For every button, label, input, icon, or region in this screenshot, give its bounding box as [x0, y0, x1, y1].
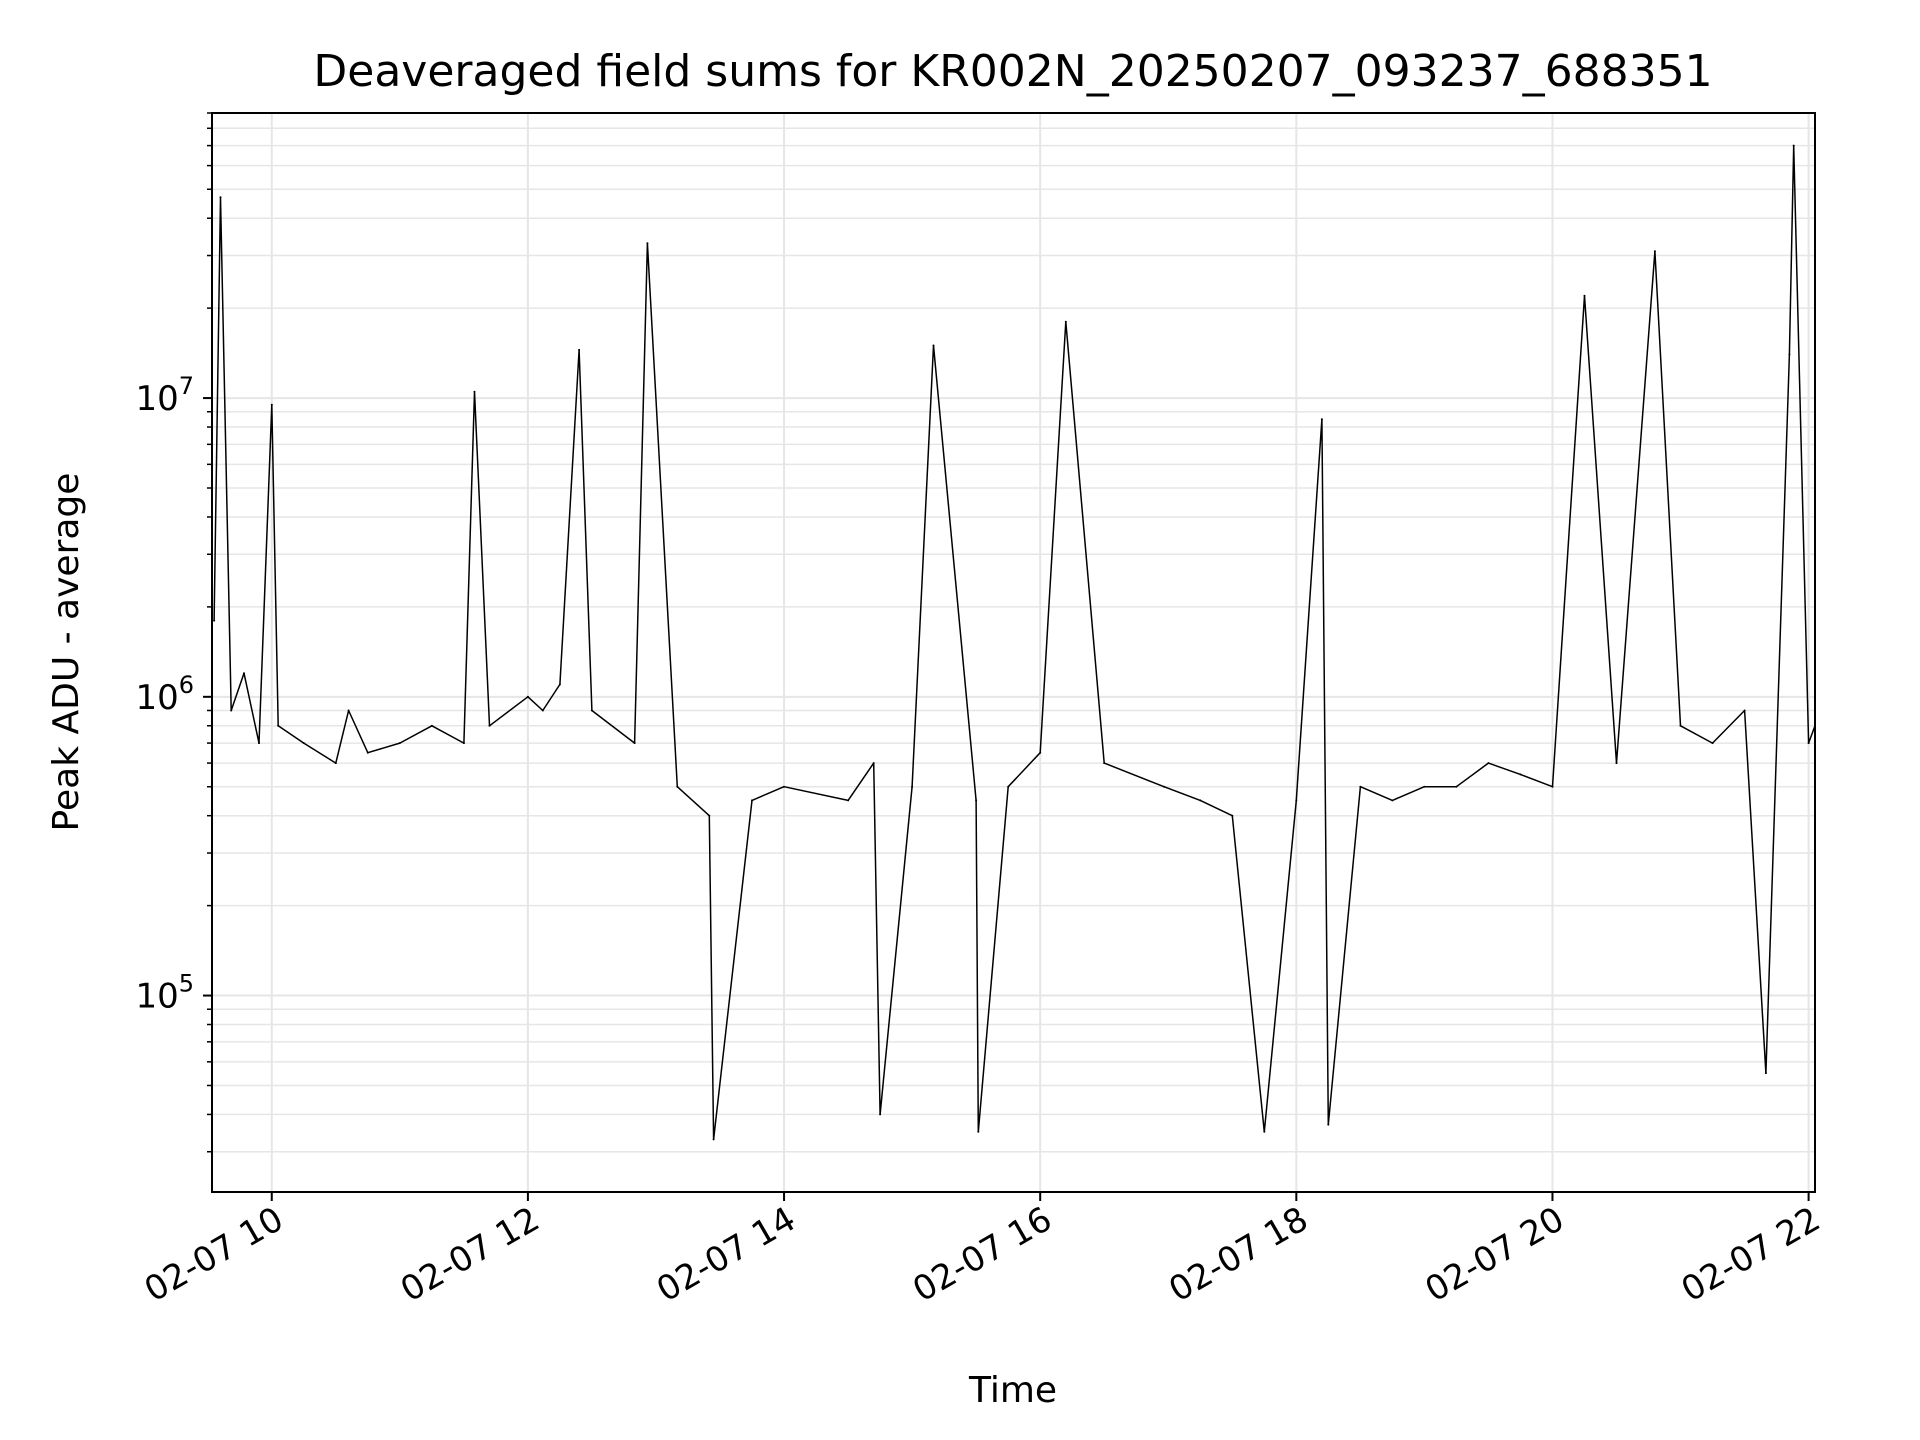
- data-point: [590, 709, 593, 712]
- grid: [212, 112, 1815, 1192]
- data-point: [676, 785, 679, 788]
- data-point: [1615, 762, 1618, 765]
- data-point: [1679, 724, 1682, 727]
- data-point: [1320, 418, 1323, 421]
- data-point: [1487, 762, 1490, 765]
- y-tick-label-exponent: 7: [179, 372, 194, 400]
- data-point: [1359, 785, 1362, 788]
- data-point: [430, 724, 433, 727]
- data-point: [1519, 773, 1522, 776]
- data-point: [366, 751, 369, 754]
- data-point: [751, 799, 753, 802]
- data-point: [708, 814, 711, 817]
- data-point: [872, 762, 875, 765]
- y-tick-label-base: 10: [135, 977, 178, 1017]
- data-point: [558, 683, 561, 686]
- data-point: [1199, 799, 1202, 802]
- data-point: [1788, 353, 1791, 356]
- data-point: [1455, 785, 1458, 788]
- data-point: [1807, 742, 1810, 745]
- x-axis-label: Time: [968, 1370, 1057, 1411]
- data-point: [1007, 785, 1010, 788]
- data-point: [1064, 320, 1067, 323]
- data-point: [462, 742, 465, 745]
- data-point: [219, 196, 222, 199]
- data-point: [911, 785, 914, 788]
- data-point: [1653, 250, 1656, 253]
- data-point: [334, 762, 337, 765]
- data-point: [1231, 814, 1234, 817]
- data-point: [633, 742, 636, 745]
- data-point: [712, 1138, 715, 1141]
- data-point: [783, 785, 785, 788]
- data-point: [1295, 799, 1298, 802]
- data-point: [1743, 709, 1746, 712]
- data-point: [302, 742, 305, 745]
- y-tick-label: 105: [135, 970, 194, 1017]
- y-tick-label-base: 10: [135, 379, 178, 419]
- data-point: [1103, 762, 1106, 765]
- y-tick-label: 106: [135, 671, 194, 718]
- data-point: [975, 799, 978, 802]
- data-point: [1163, 785, 1165, 788]
- y-tick-label: 107: [135, 372, 194, 419]
- data-point: [243, 672, 245, 675]
- data-point: [1263, 1130, 1266, 1133]
- data-point: [1711, 742, 1714, 745]
- series-line: [213, 144, 1816, 1141]
- data-point: [1551, 785, 1554, 788]
- data-point: [1764, 1072, 1767, 1075]
- data-point: [578, 348, 581, 351]
- data-point: [1423, 785, 1426, 788]
- data-point: [1391, 799, 1394, 802]
- data-point: [230, 709, 233, 712]
- data-point: [1583, 294, 1586, 297]
- data-point: [258, 742, 260, 745]
- data-point: [1327, 1123, 1330, 1126]
- y-axis-label: Peak ADU - average: [46, 473, 87, 832]
- data-point: [473, 390, 476, 393]
- data-point: [398, 742, 401, 745]
- data-point: [213, 619, 216, 622]
- chart-title: Deaveraged field sums for KR002N_2025020…: [313, 46, 1712, 97]
- data-point: [932, 344, 935, 347]
- data-point: [270, 403, 273, 406]
- y-tick-label-exponent: 5: [179, 970, 194, 998]
- data-point: [646, 242, 649, 245]
- data-point: [879, 1113, 882, 1116]
- data-point: [977, 1130, 980, 1133]
- data-point: [1039, 751, 1042, 754]
- plot-frame: [211, 112, 1816, 1193]
- y-tick-label-base: 10: [135, 678, 178, 718]
- data-point: [1792, 144, 1795, 147]
- data-point: [347, 709, 350, 712]
- data-point: [847, 799, 850, 802]
- data-point: [488, 724, 491, 727]
- data-point: [541, 709, 544, 712]
- data-point: [526, 695, 529, 698]
- y-tick-label-exponent: 6: [179, 671, 194, 699]
- data-point: [277, 724, 280, 727]
